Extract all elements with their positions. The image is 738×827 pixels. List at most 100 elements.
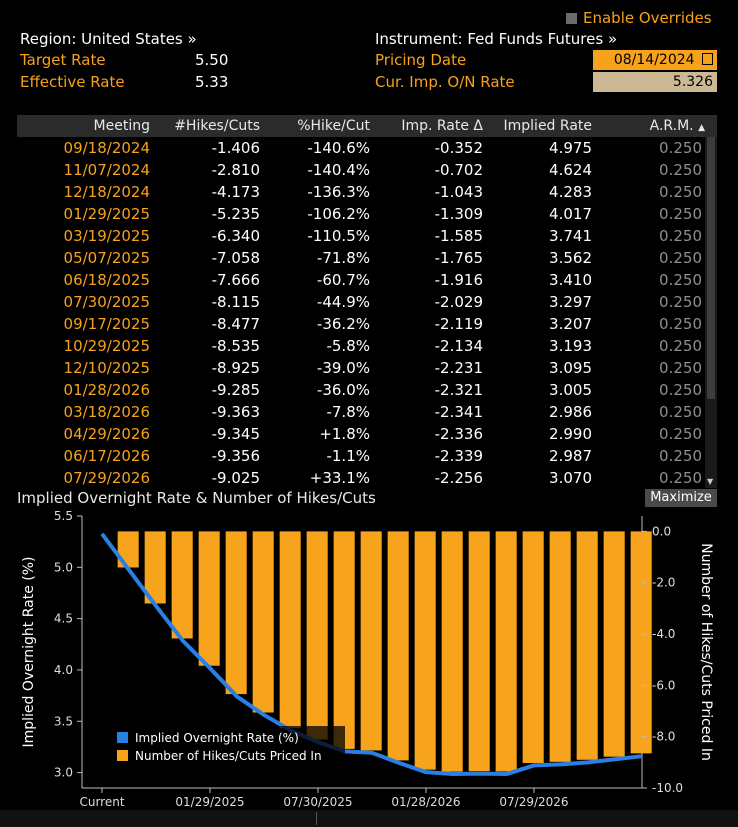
pricing-date-input[interactable]: 08/14/2024 <box>593 50 717 70</box>
cell-implied-rate: 2.986 <box>549 403 592 421</box>
cell-arm: 0.250 <box>659 139 702 157</box>
bar <box>468 531 490 772</box>
cell-imp-rate-delta: -1.765 <box>434 249 483 267</box>
cell-meeting: 07/29/2026 <box>63 469 150 487</box>
table-row[interactable]: 11/07/2024 -2.810 -140.4% -0.702 4.624 0.250 <box>17 159 705 181</box>
col-arm[interactable]: A.R.M. ▲ <box>592 115 705 137</box>
cell-hikes-cuts: -8.925 <box>211 359 260 377</box>
calendar-icon[interactable] <box>702 53 713 65</box>
cell-imp-rate-delta: -2.256 <box>434 469 483 487</box>
enable-overrides-toggle[interactable]: Enable Overrides <box>566 8 712 27</box>
cell-implied-rate: 3.005 <box>549 381 592 399</box>
cell-arm: 0.250 <box>659 469 702 487</box>
table-header: Meeting #Hikes/Cuts %Hike/Cut Imp. Rate … <box>17 115 717 137</box>
cur-imp-rate-input[interactable]: 5.326 <box>593 72 717 92</box>
table-row[interactable]: 05/07/2025 -7.058 -71.8% -1.765 3.562 0.250 <box>17 247 705 269</box>
cell-pct-hike-cut: -140.6% <box>307 139 370 157</box>
bar <box>144 531 166 604</box>
table-row[interactable]: 07/29/2026 -9.025 +33.1% -2.256 3.070 0.250 <box>17 467 705 488</box>
legend-swatch-line <box>117 732 128 743</box>
table-row[interactable]: 12/18/2024 -4.173 -136.3% -1.043 4.283 0.250 <box>17 181 705 203</box>
cell-meeting: 04/29/2026 <box>63 425 150 443</box>
cell-pct-hike-cut: -39.0% <box>316 359 370 377</box>
rate-line <box>100 532 643 777</box>
table-row[interactable]: 03/18/2026 -9.363 -7.8% -2.341 2.986 0.250 <box>17 401 705 423</box>
table-row[interactable]: 09/17/2025 -8.477 -36.2% -2.119 3.207 0.250 <box>17 313 705 335</box>
table-row[interactable]: 06/17/2026 -9.356 -1.1% -2.339 2.987 0.250 <box>17 445 705 467</box>
pricing-date-label: Pricing Date <box>375 51 467 69</box>
bar <box>630 531 652 754</box>
sort-up-icon[interactable]: ▲ <box>698 123 705 133</box>
legend-box <box>113 726 345 766</box>
scrollbar-thumb[interactable] <box>707 137 715 399</box>
cell-hikes-cuts: -4.173 <box>211 183 260 201</box>
cell-hikes-cuts: -9.345 <box>211 425 260 443</box>
bar <box>576 531 598 760</box>
table-scrollbar[interactable]: ▼ <box>705 137 717 488</box>
cell-pct-hike-cut: -1.1% <box>326 447 370 465</box>
x-tick-label: 07/29/2026 <box>499 795 568 809</box>
cell-meeting: 12/10/2025 <box>63 359 150 377</box>
cell-implied-rate: 4.624 <box>549 161 592 179</box>
maximize-button[interactable]: Maximize <box>645 489 717 507</box>
cell-meeting: 06/17/2026 <box>63 447 150 465</box>
cell-arm: 0.250 <box>659 381 702 399</box>
bar <box>549 531 571 762</box>
instrument-selector[interactable]: Instrument: Fed Funds Futures » <box>375 30 618 48</box>
cell-pct-hike-cut: -136.3% <box>307 183 370 201</box>
cell-meeting: 09/18/2024 <box>63 139 150 157</box>
table-row[interactable]: 07/30/2025 -8.115 -44.9% -2.029 3.297 0.250 <box>17 291 705 313</box>
cell-imp-rate-delta: -0.352 <box>434 139 483 157</box>
cell-pct-hike-cut: -60.7% <box>316 271 370 289</box>
cell-meeting: 03/19/2025 <box>63 227 150 245</box>
bar <box>198 531 220 666</box>
left-tick-label: 4.5 <box>54 612 73 626</box>
x-tick-label: Current <box>79 795 124 809</box>
x-tick-label: 01/29/2025 <box>175 795 244 809</box>
legend-label-bar: Number of Hikes/Cuts Priced In <box>135 749 322 763</box>
cell-implied-rate: 3.207 <box>549 315 592 333</box>
bar <box>441 531 463 772</box>
checkbox-icon[interactable] <box>566 13 577 24</box>
table-row[interactable]: 03/19/2025 -6.340 -110.5% -1.585 3.741 0.250 <box>17 225 705 247</box>
cell-imp-rate-delta: -0.702 <box>434 161 483 179</box>
cell-implied-rate: 3.410 <box>549 271 592 289</box>
cell-meeting: 01/28/2026 <box>63 381 150 399</box>
cell-implied-rate: 2.990 <box>549 425 592 443</box>
target-rate-label: Target Rate <box>20 51 106 69</box>
cell-pct-hike-cut: -36.2% <box>316 315 370 333</box>
col-pct-hike-cut[interactable]: %Hike/Cut <box>297 118 370 134</box>
cell-meeting: 05/07/2025 <box>63 249 150 267</box>
scroll-down-icon[interactable]: ▼ <box>707 477 714 486</box>
meetings-table: Meeting #Hikes/Cuts %Hike/Cut Imp. Rate … <box>17 115 717 488</box>
cell-imp-rate-delta: -2.336 <box>434 425 483 443</box>
cell-meeting: 06/18/2025 <box>63 271 150 289</box>
table-row[interactable]: 04/29/2026 -9.345 +1.8% -2.336 2.990 0.250 <box>17 423 705 445</box>
table-row[interactable]: 12/10/2025 -8.925 -39.0% -2.231 3.095 0.250 <box>17 357 705 379</box>
table-row[interactable]: 01/29/2025 -5.235 -106.2% -1.309 4.017 0.250 <box>17 203 705 225</box>
cell-pct-hike-cut: -44.9% <box>316 293 370 311</box>
table-row[interactable]: 09/18/2024 -1.406 -140.6% -0.352 4.975 0.250 <box>17 137 705 159</box>
col-implied-rate[interactable]: Implied Rate <box>503 118 592 134</box>
col-hikes-cuts[interactable]: #Hikes/Cuts <box>174 118 260 134</box>
right-tick-label: -10.0 <box>652 781 683 795</box>
left-tick-label: 3.5 <box>54 714 73 728</box>
cell-imp-rate-delta: -1.309 <box>434 205 483 223</box>
col-imp-rate-delta[interactable]: Imp. Rate Δ <box>401 118 483 134</box>
cell-pct-hike-cut: -36.0% <box>316 381 370 399</box>
enable-overrides-label: Enable Overrides <box>583 9 712 27</box>
table-row[interactable]: 06/18/2025 -7.666 -60.7% -1.916 3.410 0.250 <box>17 269 705 291</box>
col-meeting[interactable]: Meeting <box>93 118 150 134</box>
region-selector[interactable]: Region: United States » <box>20 30 197 48</box>
cur-imp-label: Cur. Imp. O/N Rate <box>375 73 515 91</box>
cell-imp-rate-delta: -2.119 <box>434 315 483 333</box>
table-row[interactable]: 01/28/2026 -9.285 -36.0% -2.321 3.005 0.250 <box>17 379 705 401</box>
bar <box>495 531 517 772</box>
x-tick-label: 01/28/2026 <box>391 795 460 809</box>
cell-hikes-cuts: -9.285 <box>211 381 260 399</box>
chart-svg: 5.5 5.0 4.5 4.0 3.5 3.0 0.0 -2.0 -4.0 -6.0 -8.0 -10… <box>21 509 714 809</box>
right-tick-label: -2.0 <box>652 576 675 590</box>
table-row[interactable]: 10/29/2025 -8.535 -5.8% -2.134 3.193 0.250 <box>17 335 705 357</box>
chart-title: Implied Overnight Rate & Number of Hikes… <box>17 489 376 507</box>
bar <box>225 531 247 695</box>
